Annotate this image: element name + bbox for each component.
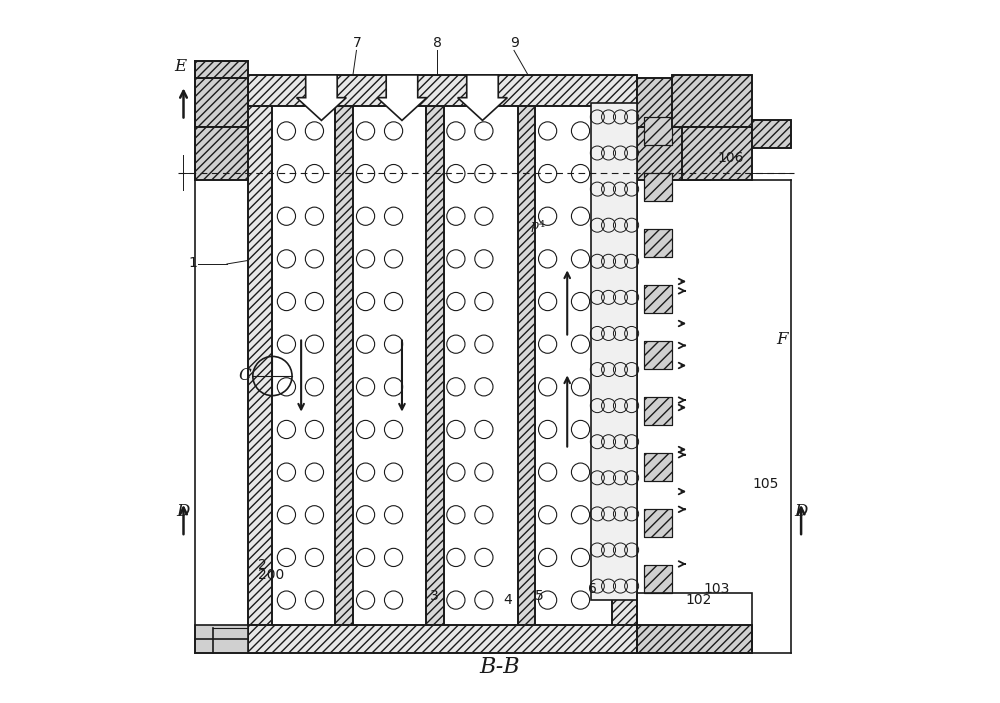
Bar	[682, 127, 752, 180]
Polygon shape	[297, 75, 346, 120]
Bar	[644, 173, 672, 201]
Bar	[248, 624, 637, 652]
Bar	[644, 341, 672, 369]
Bar	[637, 624, 752, 652]
Bar	[752, 120, 791, 148]
Bar	[195, 127, 248, 180]
Text: 5: 5	[535, 589, 544, 603]
Bar	[637, 127, 710, 180]
Bar	[335, 99, 353, 638]
Bar	[682, 127, 752, 180]
Text: 200: 200	[258, 568, 285, 582]
Polygon shape	[377, 75, 427, 120]
Bar	[637, 79, 710, 127]
Text: 102: 102	[686, 593, 712, 607]
Text: 105: 105	[752, 477, 778, 491]
Bar	[644, 397, 672, 425]
Text: 4: 4	[539, 220, 545, 229]
Bar	[644, 509, 672, 537]
Bar	[644, 173, 672, 201]
Text: 2: 2	[258, 557, 267, 572]
Text: F: F	[777, 332, 788, 349]
Bar	[426, 99, 444, 638]
Bar	[248, 106, 272, 652]
Text: E: E	[174, 58, 187, 75]
Bar	[644, 565, 672, 593]
Bar	[644, 229, 672, 257]
Bar	[644, 285, 672, 313]
Bar	[248, 75, 637, 106]
Bar	[644, 285, 672, 313]
Text: 106: 106	[717, 151, 744, 165]
Bar	[644, 341, 672, 369]
Bar	[644, 397, 672, 425]
Text: 1: 1	[188, 257, 197, 271]
Bar	[752, 120, 791, 148]
Bar	[248, 75, 637, 106]
Bar	[644, 117, 672, 145]
Bar	[644, 229, 672, 257]
Bar	[518, 99, 535, 638]
Bar	[644, 117, 672, 145]
Bar	[195, 127, 248, 180]
Bar	[672, 75, 752, 127]
Text: 4: 4	[504, 593, 512, 607]
Bar	[335, 99, 353, 638]
Bar	[195, 61, 248, 79]
Bar	[426, 99, 444, 638]
Bar	[195, 61, 248, 79]
Bar	[195, 79, 248, 127]
Bar	[518, 99, 535, 638]
Text: D: D	[176, 503, 190, 520]
Bar	[644, 509, 672, 537]
Polygon shape	[458, 75, 507, 120]
Bar	[195, 624, 248, 652]
Bar	[637, 79, 710, 127]
Bar	[644, 453, 672, 481]
Bar	[612, 106, 637, 652]
Bar	[591, 103, 637, 600]
Bar	[672, 75, 752, 127]
Text: 8: 8	[433, 36, 442, 50]
Bar	[195, 79, 248, 127]
Text: 7: 7	[353, 36, 362, 50]
Bar	[644, 453, 672, 481]
Text: 9: 9	[511, 36, 519, 50]
Text: 103: 103	[703, 582, 729, 596]
Text: D: D	[794, 503, 807, 520]
Text: B-B: B-B	[480, 656, 520, 678]
Text: C: C	[239, 366, 252, 384]
Bar	[248, 106, 272, 652]
Bar	[644, 565, 672, 593]
Bar	[612, 106, 637, 652]
Text: 3: 3	[430, 589, 439, 603]
Bar	[637, 593, 752, 652]
Bar	[637, 624, 752, 652]
Text: p: p	[530, 219, 538, 232]
Bar	[637, 127, 710, 180]
Bar	[248, 624, 637, 652]
Text: 6: 6	[588, 582, 596, 596]
